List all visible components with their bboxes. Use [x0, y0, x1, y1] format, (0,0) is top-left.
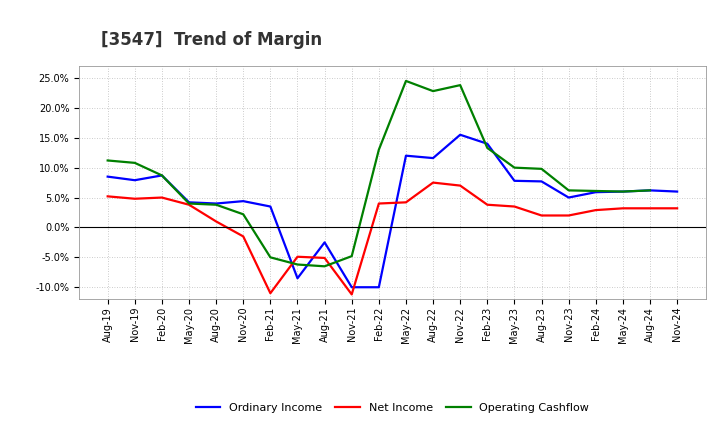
Net Income — [266, 290, 275, 296]
Net Income — [158, 195, 166, 200]
Operating Cashflow — [402, 78, 410, 84]
Net Income — [456, 183, 464, 188]
Operating Cashflow — [293, 262, 302, 267]
Text: [3547]  Trend of Margin: [3547] Trend of Margin — [101, 31, 322, 49]
Legend: Ordinary Income, Net Income, Operating Cashflow: Ordinary Income, Net Income, Operating C… — [196, 403, 589, 413]
Ordinary Income — [428, 155, 437, 161]
Operating Cashflow — [130, 160, 139, 165]
Ordinary Income — [483, 141, 492, 147]
Operating Cashflow — [239, 212, 248, 217]
Ordinary Income — [646, 188, 654, 193]
Ordinary Income — [348, 285, 356, 290]
Ordinary Income — [185, 200, 194, 205]
Operating Cashflow — [185, 201, 194, 206]
Operating Cashflow — [374, 147, 383, 152]
Ordinary Income — [266, 204, 275, 209]
Ordinary Income — [374, 285, 383, 290]
Net Income — [672, 205, 681, 211]
Net Income — [591, 208, 600, 213]
Net Income — [185, 202, 194, 207]
Ordinary Income — [618, 189, 627, 194]
Line: Ordinary Income: Ordinary Income — [108, 135, 677, 287]
Net Income — [428, 180, 437, 185]
Ordinary Income — [537, 179, 546, 184]
Ordinary Income — [402, 153, 410, 158]
Operating Cashflow — [618, 189, 627, 194]
Ordinary Income — [564, 195, 573, 200]
Operating Cashflow — [348, 253, 356, 259]
Net Income — [212, 219, 220, 224]
Ordinary Income — [591, 190, 600, 195]
Operating Cashflow — [158, 173, 166, 178]
Net Income — [537, 213, 546, 218]
Line: Operating Cashflow: Operating Cashflow — [108, 81, 650, 266]
Operating Cashflow — [320, 264, 329, 269]
Ordinary Income — [293, 275, 302, 281]
Net Income — [618, 205, 627, 211]
Ordinary Income — [320, 240, 329, 245]
Net Income — [293, 254, 302, 260]
Net Income — [239, 234, 248, 239]
Ordinary Income — [456, 132, 464, 137]
Net Income — [130, 196, 139, 202]
Operating Cashflow — [510, 165, 518, 170]
Operating Cashflow — [428, 88, 437, 94]
Net Income — [320, 255, 329, 260]
Operating Cashflow — [212, 202, 220, 207]
Operating Cashflow — [564, 188, 573, 193]
Ordinary Income — [130, 178, 139, 183]
Operating Cashflow — [104, 158, 112, 163]
Net Income — [510, 204, 518, 209]
Ordinary Income — [212, 201, 220, 206]
Net Income — [348, 292, 356, 297]
Operating Cashflow — [483, 145, 492, 150]
Net Income — [564, 213, 573, 218]
Operating Cashflow — [591, 188, 600, 194]
Operating Cashflow — [456, 82, 464, 88]
Net Income — [104, 194, 112, 199]
Operating Cashflow — [537, 166, 546, 172]
Ordinary Income — [158, 173, 166, 178]
Line: Net Income: Net Income — [108, 183, 677, 294]
Ordinary Income — [239, 198, 248, 204]
Net Income — [374, 201, 383, 206]
Ordinary Income — [104, 174, 112, 179]
Ordinary Income — [672, 189, 681, 194]
Operating Cashflow — [266, 255, 275, 260]
Net Income — [483, 202, 492, 207]
Ordinary Income — [510, 178, 518, 183]
Net Income — [402, 200, 410, 205]
Operating Cashflow — [646, 188, 654, 193]
Net Income — [646, 205, 654, 211]
